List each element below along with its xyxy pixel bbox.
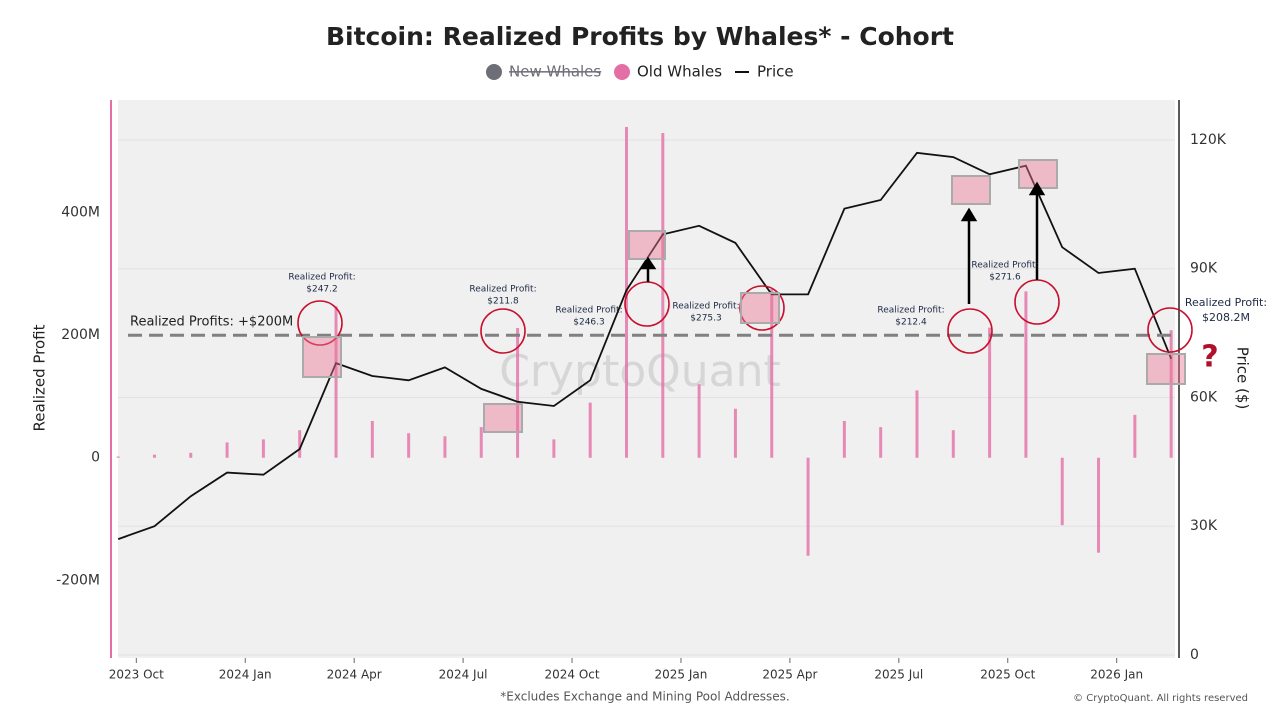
bar <box>552 439 556 458</box>
y2-tick-label: 30K <box>1190 518 1218 534</box>
x-tick-label: 2024 Jul <box>439 668 488 682</box>
y2-tick-label: 0 <box>1190 647 1199 663</box>
question-mark: ? <box>1201 340 1218 375</box>
x-tick-label: 2025 Jul <box>874 668 923 682</box>
annotation-title: Realized Profit: <box>877 306 944 316</box>
reference-label: Realized Profits: +$200M <box>130 315 293 330</box>
bar <box>951 430 955 458</box>
bar <box>1024 291 1028 458</box>
annotations: Realized Profit: $247.2 Realized Profit: $2… <box>288 261 1267 328</box>
bars <box>116 126 1173 556</box>
bar <box>1169 330 1173 458</box>
bar <box>661 133 665 458</box>
legend-swatch <box>614 64 630 80</box>
x-tick-label: 2024 Jan <box>219 668 272 682</box>
grid <box>118 139 1175 656</box>
x-tick-label: 2025 Oct <box>980 668 1035 682</box>
bar <box>588 402 592 458</box>
annotation-value: $208.2M <box>1202 311 1250 324</box>
legend-label[interactable]: Old Whales <box>637 63 722 81</box>
legend-swatch <box>486 64 502 80</box>
bar <box>1097 457 1101 553</box>
bar <box>879 427 883 458</box>
bar <box>152 454 156 458</box>
bar <box>116 456 120 458</box>
x-tick-label: 2024 Apr <box>327 668 382 682</box>
y2-tick-label: 90K <box>1190 261 1218 277</box>
legend: New Whales Old Whales Price <box>486 63 794 81</box>
footnote: *Excludes Exchange and Mining Pool Addre… <box>500 690 789 704</box>
arrows <box>639 181 1046 304</box>
annotation-title: Realized Profit: <box>672 302 739 312</box>
bar <box>806 457 810 556</box>
y2-tick-label: 60K <box>1190 389 1218 405</box>
bar <box>1133 414 1137 458</box>
y2-axis-label: Price ($) <box>1234 347 1252 410</box>
annotation-title: Realized Profit: <box>469 285 536 295</box>
y-tick-label: 200M <box>61 327 100 343</box>
annotation-value: $212.4 <box>895 318 927 328</box>
y-tick-label: 400M <box>61 205 100 221</box>
chart-title: Bitcoin: Realized Profits by Whales* - C… <box>326 22 954 51</box>
bar <box>842 420 846 458</box>
watermark: CryptoQuant <box>499 346 781 397</box>
annotation-title: Realized Profit: <box>1185 296 1267 309</box>
annotation-title: Realized Profit: <box>555 306 622 316</box>
annotation-title: Realized Profit: <box>288 273 355 283</box>
bar <box>1060 457 1064 526</box>
annotation-value: $211.8 <box>487 297 519 307</box>
legend-label[interactable]: Price <box>757 63 794 81</box>
y-tick-label: 0 <box>91 450 100 466</box>
copyright: © CryptoQuant. All rights reserved <box>1073 693 1248 704</box>
bar <box>225 442 229 458</box>
bar <box>443 436 447 458</box>
bar <box>516 328 520 458</box>
y2-tick-label: 120K <box>1190 132 1227 148</box>
y-tick-label: -200M <box>56 572 100 588</box>
bar <box>697 384 701 458</box>
x-tick-label: 2024 Oct <box>544 668 599 682</box>
y-axis-label: Realized Profit <box>31 324 49 431</box>
bar <box>770 289 774 458</box>
bar <box>733 408 737 458</box>
x-tick-label: 2025 Jan <box>655 668 708 682</box>
annotation-value: $246.3 <box>573 318 605 328</box>
annotation-title: Realized Profit: <box>971 261 1038 271</box>
bar <box>407 433 411 458</box>
bar <box>915 390 919 458</box>
annotation-value: $247.2 <box>306 285 338 295</box>
bar <box>189 452 193 458</box>
bar <box>370 420 374 458</box>
annotation-value: $275.3 <box>690 314 722 324</box>
x-tick-label: 2025 Apr <box>762 668 817 682</box>
plot-area <box>118 100 1175 658</box>
annotation-value: $271.6 <box>989 273 1021 283</box>
x-tick-label: 2023 Oct <box>109 668 164 682</box>
bar <box>298 430 302 458</box>
bar <box>479 427 483 458</box>
bar <box>261 439 265 458</box>
bar <box>988 327 992 458</box>
bar <box>334 306 338 458</box>
legend-label[interactable]: New Whales <box>509 63 601 81</box>
x-tick-label: 2026 Jan <box>1090 668 1143 682</box>
